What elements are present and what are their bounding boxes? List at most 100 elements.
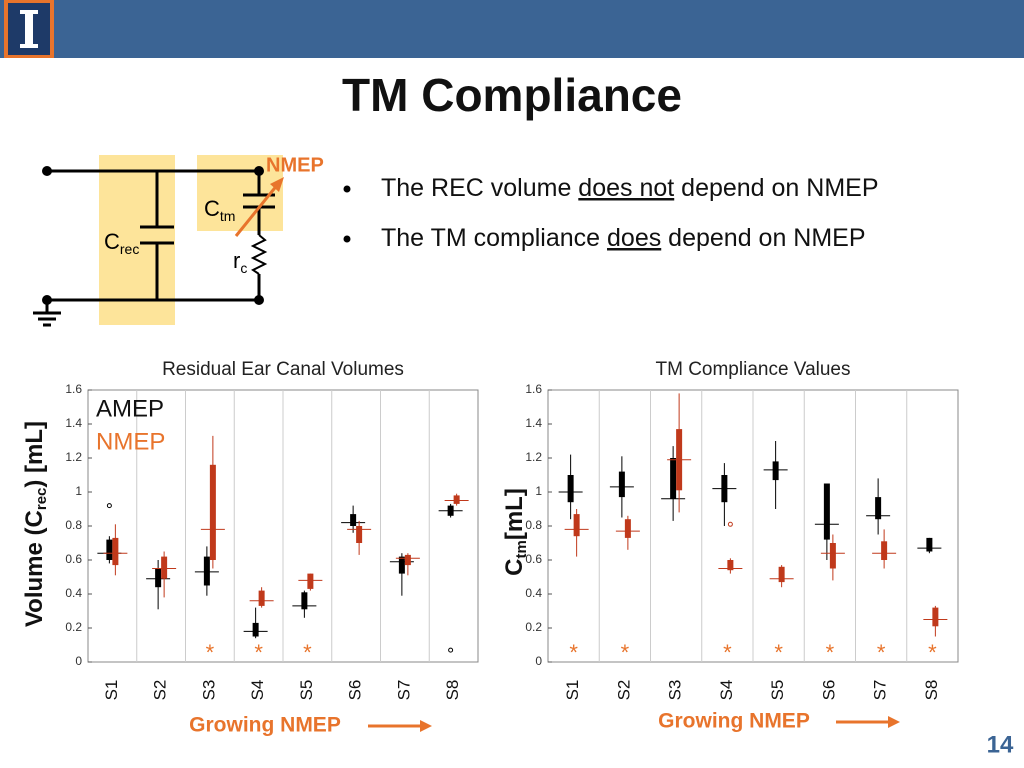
significance-mark: * bbox=[254, 640, 263, 665]
y-tick-label: 1.6 bbox=[525, 382, 542, 396]
bullet: The REC volume does not depend on NMEP bbox=[381, 174, 879, 202]
y-tick-label: 1 bbox=[535, 484, 542, 498]
circuit-label-ctm: Ctm bbox=[204, 196, 235, 224]
box bbox=[203, 556, 210, 586]
page-number: 14 bbox=[987, 731, 1014, 758]
box bbox=[155, 568, 162, 588]
box bbox=[161, 556, 168, 579]
x-tick-label: S2 bbox=[151, 680, 170, 701]
x-tick-label: S7 bbox=[871, 680, 890, 701]
significance-mark: * bbox=[206, 640, 215, 665]
slide-title: TM Compliance bbox=[342, 69, 682, 121]
label-sub: tm bbox=[220, 208, 236, 224]
arrow-head bbox=[888, 716, 900, 728]
bullet-text: The REC volume bbox=[381, 174, 578, 202]
y-tick-label: 1.4 bbox=[525, 416, 542, 430]
significance-mark: * bbox=[877, 640, 886, 665]
box bbox=[778, 566, 785, 583]
arrow-head bbox=[420, 720, 432, 732]
significance-mark: * bbox=[928, 640, 937, 665]
box bbox=[112, 537, 119, 566]
box bbox=[106, 539, 113, 560]
box bbox=[356, 526, 363, 543]
y-tick-label: 0.6 bbox=[525, 552, 542, 566]
legend-entry: NMEP bbox=[96, 428, 165, 455]
header-bar bbox=[0, 0, 1024, 58]
label-main: ) [mL] bbox=[21, 421, 48, 488]
box bbox=[404, 554, 411, 566]
logo bbox=[4, 0, 54, 58]
circuit bbox=[33, 155, 284, 327]
label-sub: rec bbox=[33, 488, 50, 511]
box bbox=[727, 560, 734, 571]
y-tick-label: 0.4 bbox=[65, 586, 82, 600]
label-sub: rec bbox=[120, 241, 139, 257]
x-tick-label: S2 bbox=[614, 680, 633, 701]
y-tick-label: 1.2 bbox=[525, 450, 542, 464]
box bbox=[307, 573, 314, 589]
box bbox=[875, 497, 882, 520]
significance-mark: * bbox=[826, 640, 835, 665]
bullet-underlined: does bbox=[607, 224, 661, 252]
y-tick-label: 1 bbox=[75, 484, 82, 498]
y-tick-label: 1.2 bbox=[65, 450, 82, 464]
box bbox=[772, 461, 779, 481]
label-main: C bbox=[104, 229, 120, 254]
chart-title: TM Compliance Values bbox=[655, 359, 850, 380]
box bbox=[932, 607, 939, 627]
x-tick-label: S8 bbox=[443, 680, 462, 701]
x-tick-label: S8 bbox=[922, 680, 941, 701]
y-axis-label: Volume (Crec) [mL] bbox=[21, 421, 50, 627]
bullet: The TM compliance does depend on NMEP bbox=[381, 224, 866, 252]
x-tick-label: S5 bbox=[297, 680, 316, 701]
y-tick-label: 1.6 bbox=[65, 382, 82, 396]
y-tick-label: 0.2 bbox=[525, 620, 542, 634]
box bbox=[398, 556, 405, 574]
x-axis-label: Growing NMEP bbox=[658, 710, 810, 733]
label-sub: tm bbox=[513, 540, 530, 558]
x-tick-label: S5 bbox=[768, 680, 787, 701]
y-tick-label: 0.8 bbox=[525, 518, 542, 532]
circuit-label-nmep: NMEP bbox=[266, 154, 324, 176]
label-main: C bbox=[204, 196, 220, 221]
y-tick-label: 0.4 bbox=[525, 586, 542, 600]
bullet-underlined: does not bbox=[578, 174, 674, 202]
box bbox=[258, 590, 265, 606]
outlier bbox=[727, 521, 733, 527]
box bbox=[881, 541, 888, 560]
box bbox=[209, 464, 216, 560]
significance-mark: * bbox=[569, 640, 578, 665]
significance-mark: * bbox=[303, 640, 312, 665]
circuit-label-rc: rc bbox=[233, 248, 247, 276]
box bbox=[829, 543, 836, 569]
legend-entry: AMEP bbox=[96, 395, 164, 422]
bullet-text: The TM compliance bbox=[381, 224, 607, 252]
label-main: Volume (C bbox=[21, 510, 48, 627]
y-tick-label: 0 bbox=[535, 654, 542, 668]
chart-title: Residual Ear Canal Volumes bbox=[162, 359, 404, 380]
box bbox=[301, 592, 308, 610]
x-axis-label: Growing NMEP bbox=[189, 714, 341, 737]
outlier bbox=[448, 647, 454, 653]
y-tick-label: 1.4 bbox=[65, 416, 82, 430]
x-tick-label: S6 bbox=[819, 680, 838, 701]
box bbox=[926, 537, 933, 552]
box bbox=[670, 458, 677, 499]
y-axis-label: Ctm[mL] bbox=[501, 488, 530, 576]
y-tick-label: 0.8 bbox=[65, 518, 82, 532]
box bbox=[618, 471, 625, 498]
box bbox=[350, 514, 357, 526]
x-tick-label: S1 bbox=[563, 680, 582, 701]
circuit-label-crec: Crec bbox=[104, 229, 139, 257]
x-tick-label: S4 bbox=[717, 680, 736, 701]
x-tick-label: S1 bbox=[102, 680, 121, 701]
significance-mark: * bbox=[723, 640, 732, 665]
x-tick-label: S3 bbox=[199, 680, 218, 701]
label-sub: c bbox=[240, 260, 247, 276]
box bbox=[624, 519, 631, 538]
box bbox=[453, 495, 460, 504]
outlier bbox=[106, 503, 112, 509]
x-tick-label: S4 bbox=[248, 680, 267, 701]
